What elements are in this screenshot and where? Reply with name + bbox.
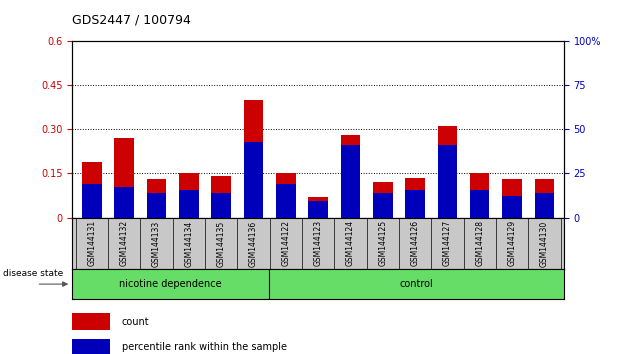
Text: GSM144127: GSM144127 (443, 220, 452, 267)
Bar (147, 193, 166, 218)
Text: GSM144130: GSM144130 (540, 220, 549, 267)
Text: count: count (122, 317, 149, 327)
Text: nicotine dependence: nicotine dependence (120, 279, 222, 289)
Bar (115, 138, 134, 218)
Text: GSM144124: GSM144124 (346, 220, 355, 267)
Bar (406, 178, 425, 218)
Text: GSM144131: GSM144131 (88, 220, 96, 267)
Bar (470, 173, 490, 218)
Text: GSM144125: GSM144125 (378, 220, 387, 267)
Bar (373, 182, 392, 218)
Text: GDS2447 / 100794: GDS2447 / 100794 (72, 13, 192, 27)
Bar (535, 179, 554, 218)
Text: GSM144122: GSM144122 (282, 220, 290, 266)
Text: GSM144136: GSM144136 (249, 220, 258, 267)
Bar (438, 145, 457, 218)
Bar (244, 100, 263, 218)
Bar (179, 173, 198, 218)
Text: GSM144123: GSM144123 (314, 220, 323, 267)
Bar (179, 190, 198, 218)
Text: GSM144135: GSM144135 (217, 220, 226, 267)
Bar (276, 184, 295, 218)
Bar (535, 193, 554, 218)
Bar (309, 197, 328, 218)
Text: GSM144133: GSM144133 (152, 220, 161, 267)
Bar (115, 187, 134, 218)
Text: GSM144129: GSM144129 (508, 220, 517, 267)
Bar (82, 184, 101, 218)
Text: percentile rank within the sample: percentile rank within the sample (122, 342, 287, 352)
Bar (503, 195, 522, 218)
Bar (212, 176, 231, 218)
Bar (341, 135, 360, 218)
Bar (470, 190, 490, 218)
Text: GSM144132: GSM144132 (120, 220, 129, 267)
Bar (244, 142, 263, 218)
Bar (341, 145, 360, 218)
Text: GSM144128: GSM144128 (475, 220, 484, 266)
Bar (373, 193, 392, 218)
Bar (212, 193, 231, 218)
Text: control: control (399, 279, 433, 289)
Text: GSM144134: GSM144134 (185, 220, 193, 267)
Bar (72, 339, 110, 354)
Bar (503, 179, 522, 218)
Bar (438, 126, 457, 218)
Bar (82, 162, 101, 218)
Bar (276, 173, 295, 218)
Bar (406, 190, 425, 218)
Text: GSM144126: GSM144126 (411, 220, 420, 267)
Bar (309, 201, 328, 218)
Bar (72, 313, 110, 330)
Bar (147, 179, 166, 218)
Text: disease state: disease state (3, 269, 64, 278)
